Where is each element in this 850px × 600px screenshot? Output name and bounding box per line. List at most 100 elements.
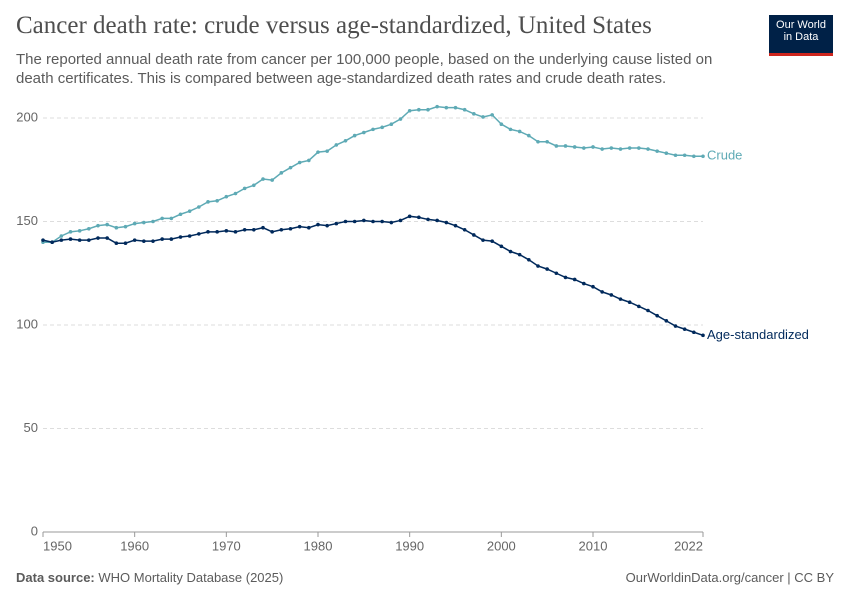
point (490, 239, 494, 243)
point (233, 191, 238, 196)
point (407, 108, 412, 113)
point (334, 143, 339, 147)
point (96, 223, 100, 228)
point (435, 104, 439, 109)
point (132, 221, 137, 226)
point (701, 333, 705, 338)
point (417, 107, 421, 112)
point (169, 216, 174, 221)
point (96, 236, 100, 240)
point (692, 330, 696, 335)
point (682, 153, 687, 158)
point (242, 186, 247, 191)
point (206, 230, 210, 234)
source-label: Data source: (16, 570, 95, 585)
point (508, 249, 513, 254)
point (527, 257, 531, 262)
chart-subtitle: The reported annual death rate from canc… (16, 51, 713, 87)
point (151, 219, 155, 224)
point (591, 284, 595, 289)
point (490, 113, 494, 117)
point (334, 221, 339, 226)
point (169, 237, 174, 241)
point (160, 216, 164, 221)
x-tick-label: 1970 (212, 538, 241, 553)
y-tick-label: 150 (16, 213, 38, 228)
y-tick-label: 50 (24, 420, 38, 435)
point (151, 239, 155, 243)
point (114, 225, 119, 230)
point (105, 236, 109, 240)
point (288, 226, 293, 231)
point (343, 138, 348, 143)
point (68, 230, 73, 234)
point (68, 237, 73, 241)
logo-text: Our World (776, 19, 826, 31)
point (215, 199, 219, 203)
point (142, 239, 146, 243)
point (242, 227, 247, 232)
point (261, 177, 265, 181)
point (59, 234, 64, 238)
point (481, 115, 485, 119)
point (123, 224, 128, 229)
point (371, 219, 375, 224)
point (462, 107, 467, 112)
point (362, 218, 366, 223)
source: WHO Mortality Database (2025) (98, 570, 284, 585)
point (453, 105, 458, 110)
series-line (42, 215, 704, 337)
point (178, 235, 183, 239)
point (224, 194, 229, 199)
point (462, 227, 467, 232)
point (426, 107, 430, 112)
point (206, 200, 210, 204)
point (664, 151, 669, 155)
point (701, 154, 705, 159)
point (407, 214, 412, 219)
point (197, 232, 201, 236)
point (41, 238, 45, 242)
point (142, 220, 146, 225)
point (297, 160, 302, 165)
point (77, 229, 82, 233)
point (582, 146, 586, 150)
point (545, 267, 549, 271)
point (627, 300, 632, 305)
footer-credit[interactable]: OurWorldinData.org/cancer | CC BY (625, 570, 834, 585)
footer-source: Data source: WHO Mortality Database (202… (16, 570, 283, 585)
logo[interactable]: Our World in Data (769, 15, 833, 56)
point (50, 240, 54, 244)
point (160, 237, 164, 241)
point (261, 225, 265, 230)
point (472, 233, 476, 237)
y-tick-label: 0 (31, 523, 38, 538)
point (270, 230, 274, 234)
point (673, 324, 678, 328)
x-tick-label: 1990 (395, 538, 424, 553)
point (517, 252, 522, 257)
point (655, 149, 659, 153)
point (279, 227, 284, 232)
point (536, 140, 540, 144)
point (380, 219, 384, 224)
point (87, 238, 91, 242)
point (499, 122, 504, 127)
point (132, 238, 137, 242)
point (682, 327, 687, 331)
point (572, 145, 577, 149)
x-tick-label: 2010 (579, 538, 608, 553)
point (187, 209, 192, 213)
point (554, 144, 559, 148)
point (600, 290, 604, 294)
point (655, 313, 659, 318)
point (288, 165, 293, 170)
point (563, 144, 568, 148)
point (545, 140, 549, 144)
point (389, 122, 394, 127)
point (77, 238, 82, 242)
point (197, 205, 201, 209)
point (508, 127, 513, 132)
x-tick-label: 2022 (674, 538, 703, 553)
